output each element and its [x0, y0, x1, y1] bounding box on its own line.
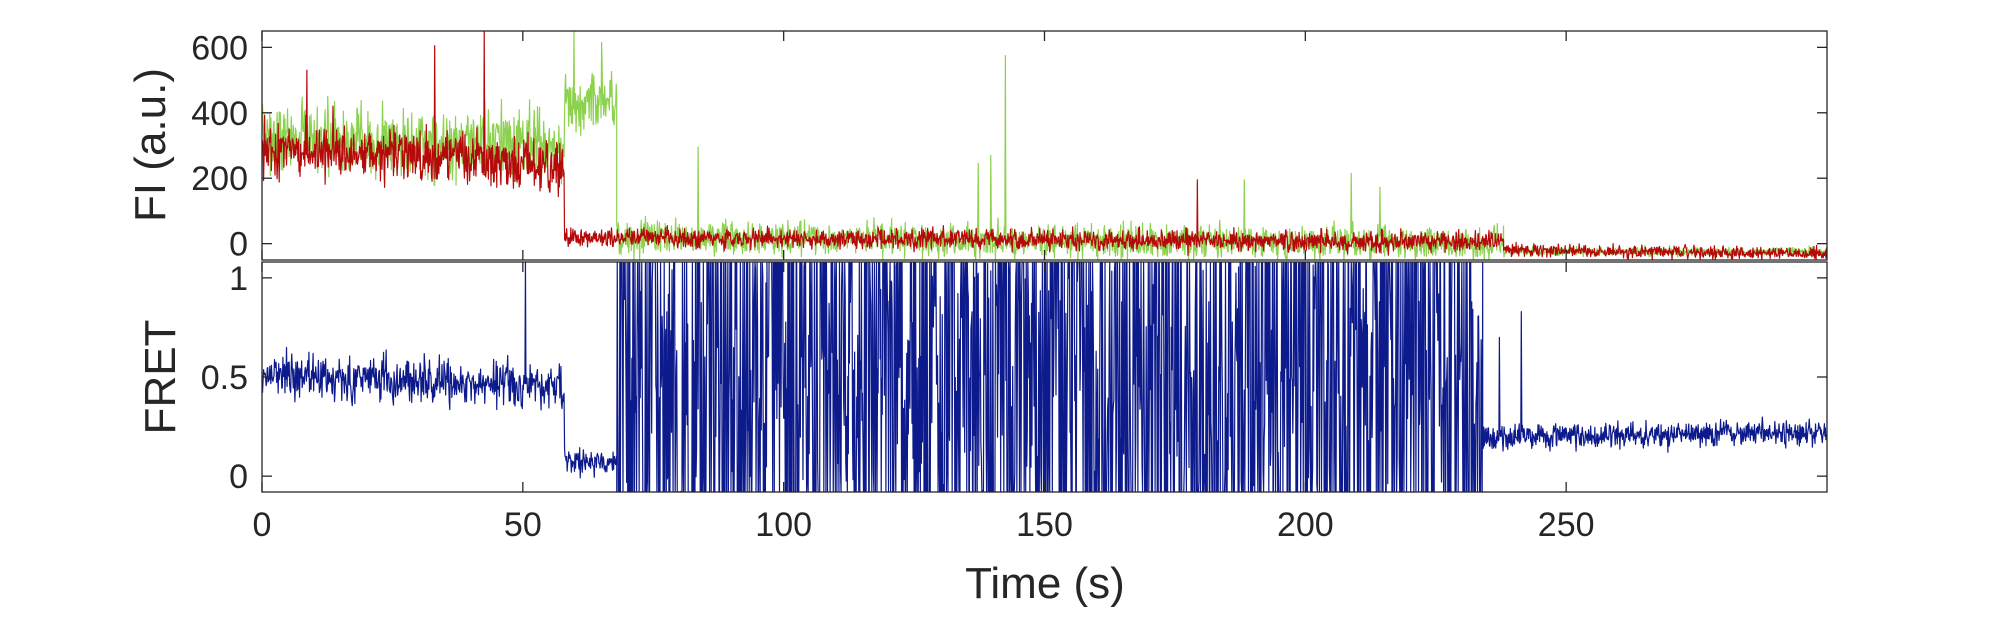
x-tick-label: 200	[1277, 506, 1334, 544]
y-tick-label: 600	[191, 29, 248, 67]
y-tick-label: 200	[191, 160, 248, 198]
fret-ticks: 0 0.5 1 0 50 100 150 200 250	[201, 260, 1827, 544]
fret-blue-trace	[262, 262, 1827, 492]
x-tick-label: 50	[504, 506, 542, 544]
y-tick-label: 400	[191, 95, 248, 133]
fret-efficiency-panel: 0 0.5 1 0 50 100 150 200 250 FRET Time (s)	[136, 260, 1828, 608]
fluorescence-axes-frame	[261, 30, 1828, 261]
fret-y-axis-label: FRET	[136, 320, 185, 435]
x-tick-label: 100	[755, 506, 812, 544]
fluorescence-y-ticks: 0 200 400 600	[191, 29, 1827, 264]
fret-trace	[262, 262, 1827, 492]
fluorescence-intensity-panel: 0 200 400 600 FI (a.u.)	[126, 29, 1828, 264]
x-tick-label: 250	[1538, 506, 1595, 544]
fret-axes-frame	[261, 261, 1828, 493]
y-tick-label: 0.5	[201, 359, 248, 397]
y-tick-label: 0	[229, 226, 248, 264]
x-tick-label: 150	[1016, 506, 1073, 544]
time-x-axis-label: Time (s)	[965, 559, 1125, 608]
x-tick-label: 0	[253, 506, 272, 544]
y-tick-label: 1	[229, 260, 248, 298]
fluorescence-y-axis-label: FI (a.u.)	[126, 68, 175, 222]
y-tick-label: 0	[229, 458, 248, 496]
